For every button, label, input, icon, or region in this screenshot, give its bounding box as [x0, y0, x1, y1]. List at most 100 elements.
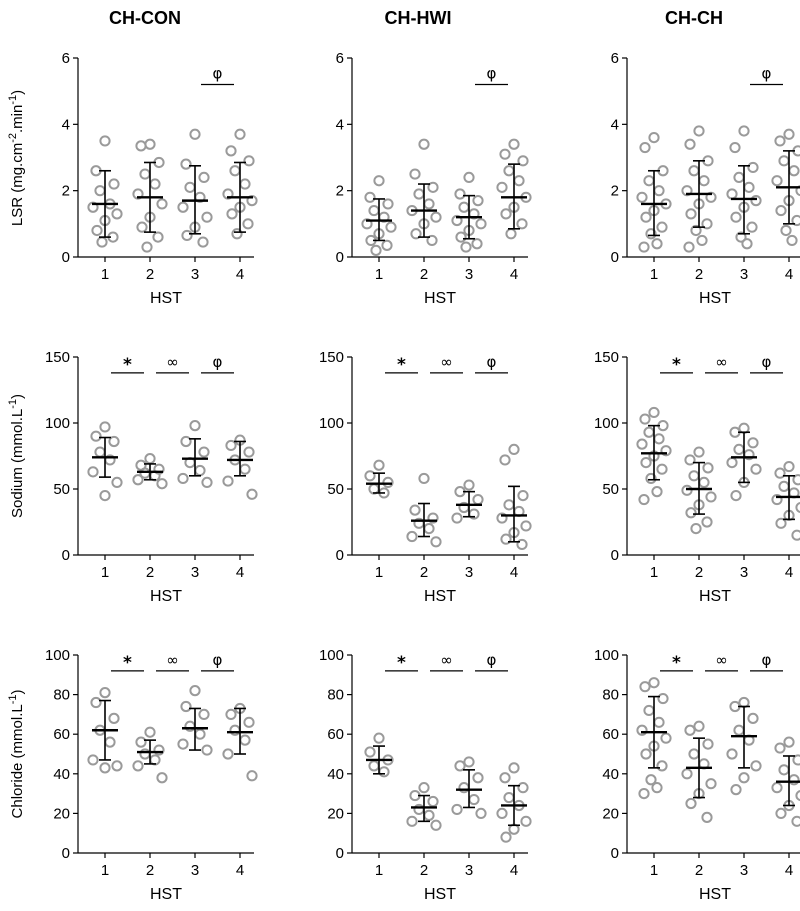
- data-point: [368, 204, 380, 217]
- data-point: [177, 201, 189, 213]
- y-tick-label: 150: [319, 349, 344, 366]
- data-point: [503, 499, 515, 511]
- y-tick-label: 50: [602, 481, 619, 498]
- x-tick-label: 3: [465, 564, 473, 581]
- data-point: [225, 708, 237, 721]
- data-point: [685, 208, 697, 220]
- x-axis-title: HST: [424, 588, 456, 605]
- data-point: [239, 463, 251, 475]
- data-point: [688, 748, 700, 760]
- data-point: [520, 815, 532, 827]
- data-point: [788, 165, 800, 177]
- data-point: [690, 523, 702, 535]
- data-point: [743, 181, 755, 193]
- y-tick-label: 150: [594, 349, 619, 366]
- data-point: [427, 795, 439, 808]
- data-point: [517, 490, 529, 502]
- data-point: [508, 762, 520, 774]
- data-point: [726, 188, 738, 200]
- data-point: [656, 463, 668, 475]
- y-tick-label: 0: [62, 547, 70, 564]
- data-point: [381, 239, 393, 251]
- data-point: [94, 185, 106, 197]
- data-point: [690, 224, 702, 237]
- data-point: [638, 788, 650, 800]
- data-point: [382, 198, 394, 210]
- y-tick-label: 150: [45, 349, 70, 366]
- data-point: [463, 171, 475, 183]
- data-point: [517, 155, 529, 167]
- data-point: [108, 178, 120, 190]
- data-point: [96, 236, 108, 248]
- x-tick-label: 3: [191, 564, 199, 581]
- data-point: [653, 185, 665, 197]
- y-tick-label: 80: [53, 687, 70, 704]
- significance-symbol: φ: [213, 65, 223, 83]
- data-point: [418, 138, 430, 150]
- data-point: [194, 728, 206, 740]
- data-point: [468, 793, 480, 806]
- y-tick-label: 20: [602, 805, 619, 822]
- data-point: [503, 791, 515, 804]
- data-point: [733, 443, 745, 455]
- data-point: [645, 774, 657, 786]
- y-tick-label: 100: [319, 647, 344, 664]
- data-point: [364, 746, 376, 758]
- significance-symbol: φ: [487, 651, 497, 669]
- y-tick-label: 80: [602, 687, 619, 704]
- data-point: [653, 433, 665, 445]
- data-point: [234, 128, 246, 140]
- data-point: [231, 228, 243, 240]
- y-tick-label: 40: [602, 766, 619, 783]
- x-tick-label: 3: [740, 564, 748, 581]
- y-tick-label: 0: [336, 845, 344, 862]
- x-tick-label: 4: [510, 266, 518, 283]
- data-point: [496, 512, 508, 524]
- y-tick-label: 20: [53, 805, 70, 822]
- x-axis-title: HST: [699, 290, 731, 307]
- y-tick-label: 2: [62, 183, 70, 200]
- x-tick-label: 1: [101, 862, 109, 879]
- data-point: [791, 815, 800, 827]
- data-point: [684, 138, 696, 150]
- panel-1-0: 0 50 100 150 1 2 3 4 HST * ∞ φ: [45, 349, 258, 605]
- data-point: [643, 426, 655, 438]
- data-point: [496, 181, 508, 193]
- data-point: [774, 742, 786, 754]
- data-point: [747, 437, 759, 449]
- data-point: [141, 241, 153, 253]
- data-point: [91, 224, 103, 237]
- data-point: [135, 736, 147, 748]
- significance-symbol: φ: [213, 353, 223, 371]
- y-tick-label: 0: [62, 845, 70, 862]
- y-tick-label: 50: [327, 481, 344, 498]
- significance-symbol: *: [123, 355, 132, 375]
- data-point: [651, 238, 663, 250]
- x-tick-label: 1: [101, 266, 109, 283]
- data-point: [451, 803, 463, 816]
- data-point: [681, 185, 693, 197]
- data-point: [701, 218, 713, 230]
- data-point: [243, 155, 255, 167]
- data-point: [730, 490, 742, 502]
- data-point: [472, 772, 484, 784]
- data-point: [177, 472, 189, 485]
- data-point: [99, 762, 111, 774]
- data-point: [475, 807, 487, 820]
- data-point: [684, 454, 696, 466]
- data-point: [500, 533, 512, 545]
- data-point: [451, 214, 463, 227]
- x-tick-label: 4: [236, 862, 244, 879]
- data-point: [775, 517, 787, 529]
- data-point: [454, 188, 466, 200]
- significance-symbol: φ: [213, 651, 223, 669]
- data-point: [656, 760, 668, 772]
- data-point: [685, 507, 697, 519]
- data-point: [373, 459, 385, 471]
- data-point: [513, 175, 525, 187]
- data-point: [184, 181, 196, 193]
- data-point: [645, 228, 657, 240]
- data-point: [475, 218, 487, 230]
- data-point: [222, 188, 234, 200]
- x-tick-label: 4: [236, 266, 244, 283]
